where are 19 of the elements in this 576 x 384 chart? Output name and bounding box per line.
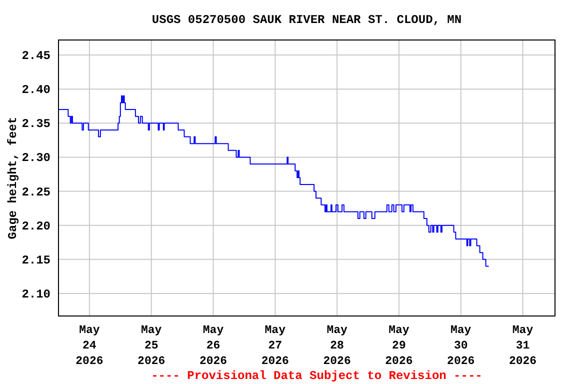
y-tick-label: 2.35: [22, 117, 50, 132]
x-tick-label: May 24 2026: [76, 324, 104, 368]
y-tick-label: 2.30: [22, 151, 50, 166]
x-tick-label: May 27 2026: [261, 324, 290, 368]
x-tick-label: May 28 2026: [323, 324, 351, 368]
y-tick-label: 2.10: [22, 288, 50, 302]
y-tick-label: 2.20: [22, 219, 50, 234]
y-tick-label: 2.25: [22, 185, 50, 200]
y-tick-label: 2.45: [22, 48, 50, 63]
x-tick-label: May 26 2026: [199, 324, 228, 368]
x-tick-label: May 30 2026: [447, 324, 475, 368]
y-tick-label: 2.40: [22, 83, 50, 98]
x-tick-label: May 29 2026: [385, 324, 413, 368]
y-tick-label: 2.15: [22, 253, 50, 268]
x-tick-label: May 25 2026: [138, 324, 166, 368]
chart-title: USGS 05270500 SAUK RIVER NEAR ST. CLOUD, MN: [152, 13, 462, 27]
y-axis-title: Gage height, feet: [6, 116, 20, 240]
x-tick-label: May 31 2026: [508, 324, 537, 368]
text: ---- Provisional Data Subject to Revision ----: [151, 369, 482, 383]
